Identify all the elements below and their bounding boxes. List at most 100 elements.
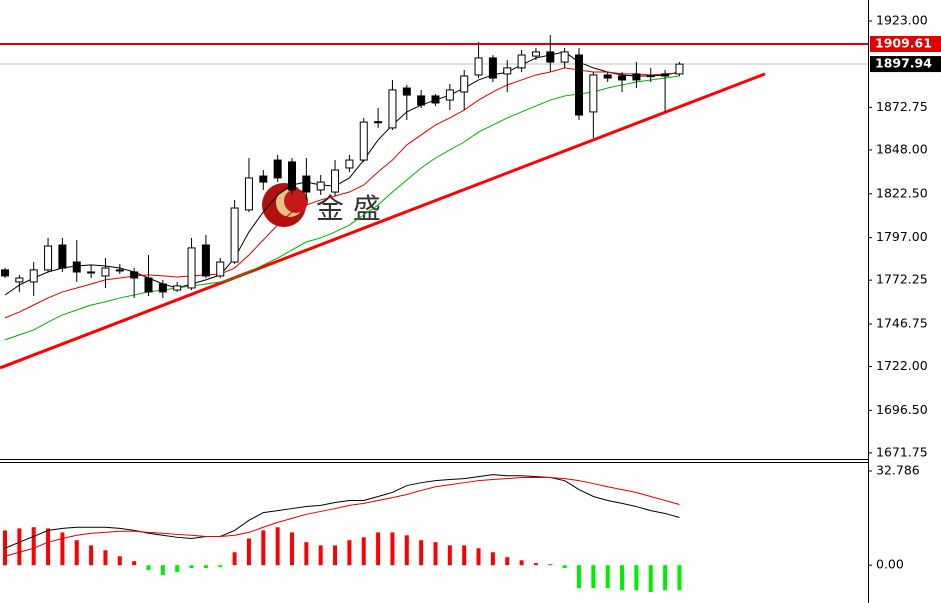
price-label-box — [870, 35, 941, 52]
histogram-bar — [663, 565, 668, 591]
histogram-bar — [462, 545, 467, 566]
histogram-bar — [634, 565, 639, 591]
histogram-bar — [246, 538, 251, 566]
candle-body — [402, 87, 411, 96]
histogram-bar — [17, 528, 22, 566]
candle-body — [216, 261, 225, 277]
histogram-bar — [562, 565, 567, 569]
histogram-bar — [376, 532, 381, 566]
price-label: 1897.94 — [875, 56, 932, 71]
histogram-bar — [490, 552, 495, 566]
histogram-bar — [132, 561, 137, 566]
y-tick-label: 1797.00 — [876, 229, 928, 244]
candle-body — [331, 169, 340, 193]
candle-body — [517, 54, 526, 69]
candle-body — [288, 161, 296, 191]
candle-body — [29, 269, 38, 283]
candle-body — [503, 67, 512, 75]
histogram-bar — [89, 545, 94, 566]
y-tick-label: 1872.75 — [876, 99, 928, 114]
histogram-bar — [605, 565, 610, 589]
histogram-bar — [333, 545, 338, 566]
y-tick-label: 1696.50 — [876, 402, 928, 417]
indicator-line — [4, 477, 680, 557]
histogram-bar — [189, 565, 194, 569]
candle-body — [173, 285, 182, 291]
watermark: 金 盛 — [316, 192, 381, 225]
histogram-bar — [433, 542, 438, 566]
candle-body — [230, 207, 239, 263]
histogram-bar — [533, 563, 538, 566]
candle-body — [259, 175, 268, 183]
candle-body — [15, 277, 24, 283]
candle-body — [531, 51, 540, 57]
candle-body — [345, 159, 354, 169]
candle-body — [374, 121, 383, 124]
candle-body — [1, 269, 9, 277]
candle-body — [646, 75, 655, 78]
candle-body — [273, 159, 282, 179]
histogram-bar — [232, 552, 237, 566]
candle-body — [560, 51, 569, 63]
trendline — [0, 72, 766, 370]
histogram-bar — [74, 540, 79, 566]
candle-body — [87, 271, 96, 274]
histogram-bar — [361, 537, 366, 566]
histogram-bar — [476, 548, 481, 566]
y-tick-label: 1923.00 — [876, 12, 928, 27]
histogram-bar — [60, 532, 65, 566]
candle-body — [115, 269, 124, 272]
y-tick-label: 1746.75 — [876, 315, 928, 330]
histogram-bar — [648, 565, 653, 592]
candle-body — [201, 244, 210, 277]
candle-body — [575, 54, 583, 116]
candle-body — [101, 267, 110, 277]
histogram-bar — [160, 565, 165, 576]
price-label: 1909.61 — [875, 35, 932, 50]
candle-body — [603, 74, 612, 79]
indicator-line — [4, 75, 680, 341]
candle-body — [158, 283, 167, 293]
candle-body — [460, 75, 469, 93]
candle-body — [431, 95, 440, 104]
histogram-bar — [261, 530, 266, 566]
histogram-bar — [290, 532, 294, 566]
histogram-bar — [620, 565, 625, 591]
candle-body — [316, 181, 325, 191]
y-tick-label: 0.00 — [876, 557, 904, 572]
candle-body — [417, 95, 426, 106]
candle-body — [474, 57, 483, 76]
histogram-bar — [419, 540, 424, 566]
candle-body — [632, 73, 641, 81]
candle-body — [187, 247, 196, 289]
histogram-bar — [404, 535, 409, 566]
candle-body — [388, 89, 397, 129]
candle-body — [72, 261, 81, 273]
histogram-bar — [318, 545, 323, 566]
candle-body — [144, 277, 153, 293]
y-tick-label: 1671.75 — [876, 444, 928, 459]
histogram-bar — [175, 565, 180, 573]
histogram-bar — [146, 565, 151, 571]
candle-body — [359, 121, 368, 161]
histogram-bar — [103, 550, 108, 566]
histogram-bar — [31, 527, 36, 566]
histogram-bar — [304, 542, 309, 566]
histogram-bar — [46, 528, 51, 566]
histogram-bar — [447, 545, 452, 566]
candle-body — [675, 63, 684, 75]
histogram-bar — [505, 557, 510, 566]
histogram-bar — [591, 565, 596, 589]
candle-body — [589, 74, 598, 113]
histogram-bar — [275, 527, 280, 566]
y-tick-label: 32.786 — [876, 462, 920, 477]
histogram-bar — [677, 565, 682, 591]
y-tick-label: 1722.00 — [876, 358, 928, 373]
candle-body — [488, 57, 497, 79]
indicator-line — [4, 67, 680, 319]
candle-body — [618, 75, 627, 81]
histogram-bar — [548, 564, 553, 566]
candle-body — [58, 244, 67, 269]
histogram-bar — [203, 565, 208, 569]
